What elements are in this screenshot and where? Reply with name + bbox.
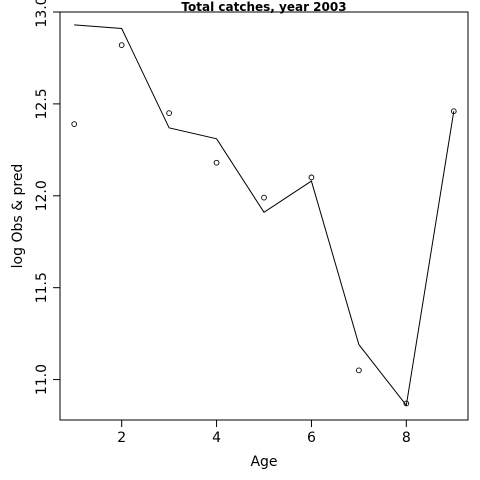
x-tick-label: 8 [402,430,411,446]
y-tick-label: 12.0 [34,180,50,211]
x-tick-label: 2 [117,430,126,446]
observed-point [356,367,362,374]
x-axis: 2 4 6 8 [117,419,411,446]
observed-point [71,121,78,127]
observed-point [166,110,172,116]
observed-point [403,400,410,407]
observed-point [261,194,267,201]
observed-point [118,42,125,48]
y-tick-label: 13.0 [34,0,50,28]
observed-point [450,108,457,115]
y-axis: 11.0 11.5 12.0 12.5 13.0 [34,0,61,395]
y-tick-label: 12.5 [34,88,50,119]
x-axis-label: Age [250,454,277,470]
y-tick-label: 11.5 [34,272,50,303]
x-tick-label: 4 [212,430,221,446]
observed-point [213,159,220,166]
plot-frame [59,11,469,421]
x-tick-label: 6 [307,430,316,446]
y-axis-label: log Obs & pred [10,164,26,269]
predicted-line [74,24,455,407]
observed-point [308,174,315,181]
y-tick-label: 11.0 [34,364,50,395]
chart-title: Total catches, year 2003 [181,0,346,14]
series-layer [71,24,457,407]
